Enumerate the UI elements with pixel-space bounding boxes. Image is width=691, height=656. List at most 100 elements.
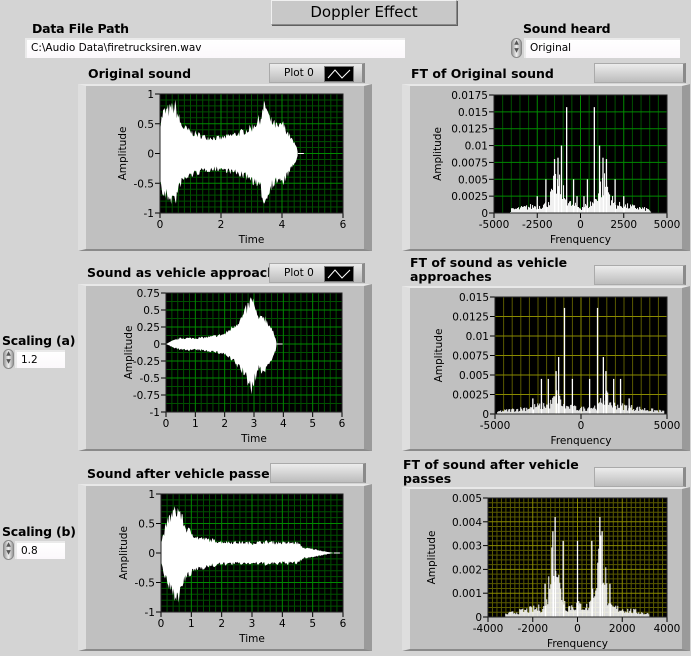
x-tick-label: 2 (221, 418, 228, 430)
line-plot-icon (324, 266, 354, 282)
x-axis-label: Time (238, 633, 265, 645)
x-tick-label: -4000 (473, 623, 504, 635)
chart-title: Original sound (88, 66, 192, 81)
x-tick-label: 3 (249, 618, 256, 630)
y-tick-label: 1 (147, 89, 154, 101)
y-tick-label: 1 (148, 489, 155, 501)
y-tick-label: -0.25 (133, 356, 160, 368)
waveform-trace (160, 99, 298, 204)
y-axis-label: Amplitude (426, 531, 438, 585)
y-tick-label: 0.005 (458, 174, 488, 186)
data-file-path-input[interactable]: C:\Audio Data\firetrucksiren.wav (25, 38, 405, 58)
plot-legend[interactable]: Plot 0 (269, 63, 365, 83)
y-tick-label: 0 (148, 548, 155, 560)
plot-border (487, 497, 668, 618)
plot-border (493, 94, 668, 214)
y-tick-label: 0.005 (459, 370, 489, 382)
x-tick-label: 0 (157, 219, 164, 231)
sound-heard-ring[interactable]: Original (524, 38, 680, 58)
sound-heard-spinner-icon[interactable]: ▲ ▼ (511, 38, 522, 58)
y-tick-label: 0.01 (466, 331, 489, 343)
chart-title: Sound as vehicle approaches (87, 265, 292, 280)
y-tick-label: 0.0025 (452, 390, 489, 402)
scaling-a-input[interactable]: 1.2 (15, 350, 65, 368)
y-tick-label: 0 (481, 208, 488, 220)
y-tick-label: 0 (147, 149, 154, 161)
y-tick-label: 0.25 (137, 322, 160, 334)
x-tick-label: 6 (339, 418, 346, 430)
y-tick-label: 0.015 (459, 292, 489, 304)
chart-ft_orig: -5000 -2500 0 2500 5000 0 0.0025 0.005 0.0075 0.0… (432, 90, 680, 246)
x-tick-label: 2 (218, 618, 225, 630)
y-tick-label: 0.004 (452, 517, 482, 529)
y-tick-label: 0.003 (452, 541, 482, 553)
scaling-b-spinner-icon[interactable]: ▲ ▼ (3, 540, 14, 560)
y-tick-label: 0 (475, 612, 482, 624)
plot-border (160, 493, 344, 613)
y-tick-label: 0.0075 (451, 157, 488, 169)
scaling-b-input[interactable]: 0.8 (15, 541, 65, 559)
x-tick-label: -2500 (522, 219, 553, 231)
plot-legend-empty[interactable] (594, 265, 686, 285)
y-tick-label: 0.5 (137, 119, 154, 131)
y-tick-label: 0.01 (465, 141, 488, 153)
waveform-trace (166, 297, 277, 395)
x-tick-label: -2000 (517, 623, 548, 635)
y-tick-label: -0.5 (135, 578, 156, 590)
y-axis-label: Amplitude (118, 526, 130, 580)
x-tick-label: 6 (340, 219, 347, 231)
x-tick-label: 4 (279, 618, 286, 630)
plot-border (165, 292, 343, 413)
x-axis-label: Time (238, 234, 265, 246)
plot-border (494, 296, 668, 415)
chart-title: FT of Original sound (411, 66, 554, 81)
y-tick-label: 0.0175 (451, 90, 488, 102)
y-tick-label: 0.002 (452, 564, 482, 576)
chart-title: Sound after vehicle passes (87, 466, 278, 481)
y-tick-label: 0.75 (137, 288, 160, 300)
scaling-b-label: Scaling (b) (2, 524, 76, 539)
y-tick-label: -1 (145, 607, 155, 619)
plot-legend-label: Plot 0 (284, 267, 314, 279)
x-tick-label: 5000 (654, 219, 681, 231)
x-tick-label: 0 (163, 418, 170, 430)
y-tick-label: -0.75 (133, 390, 160, 402)
y-tick-label: 0.5 (143, 305, 160, 317)
plot-legend-empty[interactable] (594, 63, 686, 83)
chart-appr: 0 1 2 3 4 5 6 -1 -0.75 -0.5 -0.25 0 0.25 0.5 0.75 Time A… (123, 288, 346, 445)
y-tick-label: -0.5 (134, 178, 155, 190)
scaling-a-label: Scaling (a) (2, 333, 76, 348)
x-tick-label: 2 (218, 219, 225, 231)
y-axis-label: Amplitude (433, 329, 445, 383)
x-tick-label: 0 (158, 618, 165, 630)
x-axis-label: Frenquency (547, 638, 608, 650)
y-tick-label: 0.0025 (451, 191, 488, 203)
chart-title: FT of sound after vehicle passes (403, 457, 579, 486)
plot-legend-empty[interactable] (270, 463, 366, 483)
x-tick-label: 5 (309, 418, 316, 430)
x-tick-label: 0 (574, 623, 581, 635)
chart-after: 0 1 2 3 4 5 6 -1 -0.5 0 0.5 1 Time Amplitude (118, 489, 347, 645)
x-tick-label: 1 (192, 418, 199, 430)
waveform-trace (161, 506, 334, 603)
y-tick-label: 0.0125 (452, 312, 489, 324)
x-tick-label: 5 (309, 618, 316, 630)
x-tick-label: 6 (340, 618, 347, 630)
y-tick-label: 0.0075 (452, 351, 489, 363)
y-tick-label: -0.5 (140, 373, 161, 385)
y-tick-label: -1 (144, 208, 154, 220)
scaling-a-spinner-icon[interactable]: ▲ ▼ (3, 349, 14, 369)
y-tick-label: 0.015 (458, 107, 488, 119)
doppler-effect-title-button[interactable]: Doppler Effect (271, 0, 457, 25)
plot-legend-empty[interactable] (594, 467, 686, 487)
x-axis-label: Frenquency (550, 234, 611, 246)
chart-ft_appr: -5000 0 500000.00250.0050.00750.010.01250.… (433, 292, 680, 447)
chart-ft_after: -4000 -2000 0 2000 4000 0 0.001 0.002 0.003 0.004… (426, 493, 680, 650)
line-plot-icon (324, 66, 354, 82)
y-tick-label: 0 (153, 339, 160, 351)
chart-orig: 0 2 4 6 -1 -0.5 0 0.5 1 Time Amplitude (117, 89, 347, 246)
x-tick-label: -5000 (480, 420, 511, 432)
y-tick-label: 0.0125 (451, 124, 488, 136)
plot-legend[interactable]: Plot 0 (269, 263, 365, 283)
